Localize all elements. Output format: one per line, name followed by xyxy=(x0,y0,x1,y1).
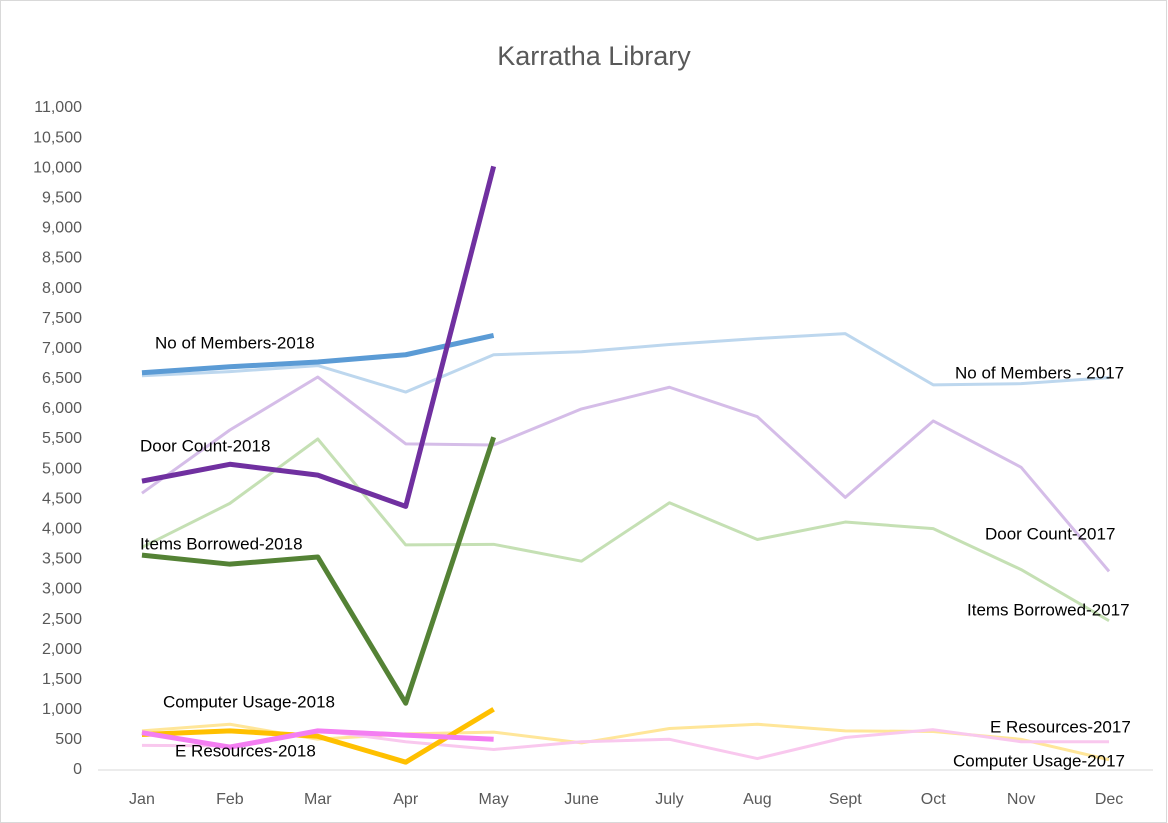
y-tick-label: 0 xyxy=(73,761,82,778)
series-label: Door Count-2017 xyxy=(985,524,1115,543)
y-tick-label: 2,500 xyxy=(42,611,82,628)
series-label: E Resources-2017 xyxy=(990,717,1131,736)
y-tick-label: 1,500 xyxy=(42,671,82,688)
series-line xyxy=(141,728,494,750)
y-tick-label: 6,500 xyxy=(42,370,82,387)
series-line xyxy=(141,436,496,706)
y-tick-label: 6,000 xyxy=(42,400,82,417)
x-tick-label: Oct xyxy=(921,791,946,808)
series-line xyxy=(141,707,495,765)
y-tick-label: 3,000 xyxy=(42,581,82,598)
y-tick-label: 11,000 xyxy=(34,99,82,116)
series-line xyxy=(141,437,1110,623)
series-line xyxy=(141,375,1111,573)
x-tick-label: June xyxy=(564,791,599,808)
y-tick-label: 8,500 xyxy=(42,250,82,267)
series-line xyxy=(141,165,497,509)
x-tick-label: Dec xyxy=(1095,791,1123,808)
y-tick-label: 1,000 xyxy=(42,701,82,718)
y-tick-label: 7,500 xyxy=(42,310,82,327)
y-tick-label: 4,500 xyxy=(42,490,82,507)
y-tick-label: 5,500 xyxy=(42,430,82,447)
y-tick-label: 10,000 xyxy=(33,159,82,176)
x-tick-label: Mar xyxy=(304,791,332,808)
x-tick-label: Nov xyxy=(1007,791,1035,808)
y-tick-label: 4,000 xyxy=(42,520,82,537)
series-line xyxy=(141,333,495,376)
x-tick-label: Feb xyxy=(216,791,244,808)
series-line xyxy=(141,332,1110,394)
x-tick-label: Aug xyxy=(743,791,771,808)
x-tick-label: Apr xyxy=(393,791,419,808)
y-tick-label: 500 xyxy=(55,731,82,748)
y-tick-label: 9,000 xyxy=(42,220,82,237)
series-label: Computer Usage-2018 xyxy=(163,692,335,711)
series-label: Door Count-2018 xyxy=(140,436,270,455)
y-tick-label: 10,500 xyxy=(33,129,82,146)
series-label: E Resources-2018 xyxy=(175,741,316,760)
y-tick-label: 7,000 xyxy=(42,340,82,357)
series-label: Items Borrowed-2017 xyxy=(967,600,1130,619)
x-tick-label: Sept xyxy=(829,791,862,808)
series-label: Computer Usage-2017 xyxy=(953,751,1125,770)
y-tick-label: 9,500 xyxy=(42,189,82,206)
y-tick-label: 5,000 xyxy=(42,460,82,477)
series-label: Items Borrowed-2018 xyxy=(140,534,303,553)
x-tick-label: Jan xyxy=(129,791,155,808)
y-tick-label: 8,000 xyxy=(42,280,82,297)
y-tick-label: 2,000 xyxy=(42,641,82,658)
series-label: No of Members-2018 xyxy=(155,333,315,352)
y-tick-label: 3,500 xyxy=(42,551,82,568)
x-tick-label: May xyxy=(479,791,509,808)
chart-title: Karratha Library xyxy=(497,41,691,71)
series-label: No of Members - 2017 xyxy=(955,363,1124,382)
x-tick-label: July xyxy=(655,791,683,808)
